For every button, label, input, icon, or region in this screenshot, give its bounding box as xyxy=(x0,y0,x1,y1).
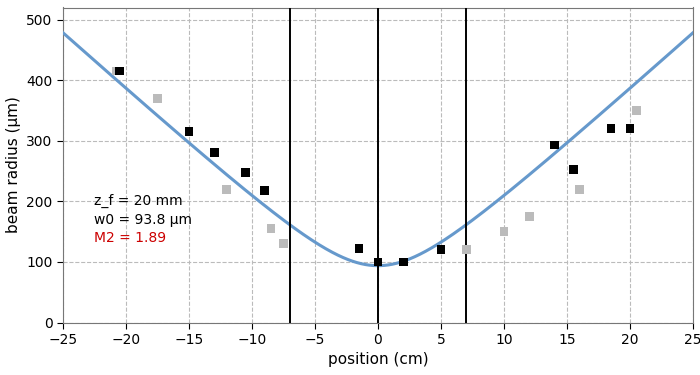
Point xyxy=(372,259,384,265)
Point xyxy=(278,241,289,247)
Point xyxy=(259,188,270,194)
Point xyxy=(221,186,232,192)
Point xyxy=(209,150,220,156)
Point xyxy=(435,247,447,253)
Y-axis label: beam radius (μm): beam radius (μm) xyxy=(6,97,21,233)
X-axis label: position (cm): position (cm) xyxy=(328,352,428,368)
Point xyxy=(631,108,642,114)
Text: z_f = 20 mm: z_f = 20 mm xyxy=(94,194,183,208)
Point xyxy=(354,246,365,252)
Point xyxy=(624,126,636,132)
Point xyxy=(398,259,409,265)
Point xyxy=(574,186,585,192)
Text: w0 = 93.8 μm: w0 = 93.8 μm xyxy=(94,213,192,226)
Point xyxy=(265,226,276,232)
Point xyxy=(498,229,510,235)
Point xyxy=(183,129,195,135)
Point xyxy=(568,166,579,172)
Point xyxy=(524,213,535,219)
Text: M2 = 1.89: M2 = 1.89 xyxy=(94,231,167,245)
Point xyxy=(606,126,617,132)
Point xyxy=(240,169,251,175)
Point xyxy=(111,68,122,74)
Point xyxy=(461,247,472,253)
Point xyxy=(152,95,163,101)
Point xyxy=(549,142,560,148)
Point xyxy=(114,68,125,74)
